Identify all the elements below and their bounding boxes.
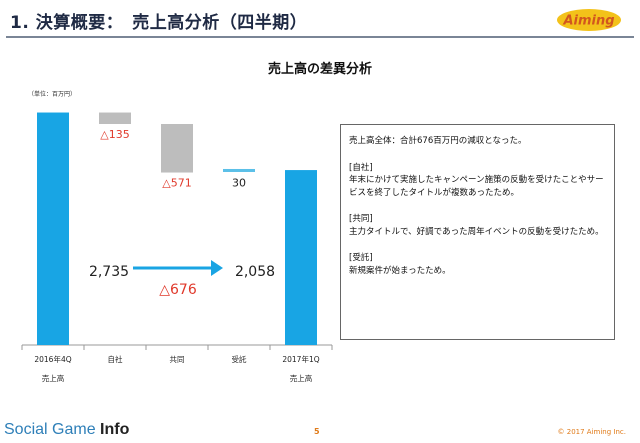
data-label: △135	[100, 128, 129, 141]
bars-group	[21, 112, 333, 350]
bar-total	[285, 170, 317, 345]
chart-title: 売上高の差異分析	[267, 62, 372, 77]
bar-decrease	[99, 112, 131, 124]
bar-increase	[223, 168, 255, 172]
section-own: [自社] 年末にかけて実施したキャンペーン施策の反動を受けたことやサービスを終了…	[349, 162, 606, 200]
section-joint-heading: [共同]	[349, 214, 373, 224]
page-number: 5	[314, 427, 320, 436]
data-label: 30	[232, 177, 246, 190]
section-joint-body: 主力タイトルで、好調であった周年イベントの反動を受けたため。	[349, 226, 604, 237]
logo-text: Aiming	[562, 14, 614, 29]
copyright: © 2017 Aiming Inc.	[557, 428, 626, 436]
data-label: 2,735	[89, 264, 129, 280]
change-annotation: △676	[159, 282, 197, 298]
x-tick-sublabel: 売上高	[290, 373, 313, 383]
aiming-logo: Aiming	[557, 9, 621, 31]
data-label: 2,058	[235, 264, 275, 280]
footer-brand-bold: Info	[100, 421, 130, 438]
section-own-heading: [自社]	[349, 162, 373, 173]
labels-group: 2,735 2016年4Q 売上高 △135 自社 △571 共同 30 受託 2,058 2017…	[34, 128, 319, 383]
page-title: 1. 決算概要： 売上高分析（四半期）	[10, 13, 308, 33]
x-tick-label: 2017年1Q	[282, 354, 319, 364]
explanation-box: 売上高全体：合計676百万円の減収となった。 [自社] 年末にかけて実施したキャ…	[340, 124, 615, 340]
data-label: △571	[162, 177, 191, 190]
bar-total	[37, 112, 69, 346]
header-divider	[6, 36, 634, 38]
change-arrow-head	[211, 260, 223, 276]
x-tick-label: 共同	[170, 355, 185, 364]
section-contract-body: 新規案件が始まったため。	[349, 265, 451, 276]
bar-decrease	[161, 124, 193, 173]
x-tick-label: 受託	[232, 354, 247, 364]
x-tick-label: 自社	[108, 354, 123, 364]
section-contract: [受託] 新規案件が始まったため。	[349, 252, 606, 277]
x-tick-sublabel: 売上高	[42, 373, 65, 383]
x-tick-label: 2016年4Q	[34, 354, 71, 364]
footer-brand: Social Game Info	[4, 421, 129, 439]
unit-label: （単位：百万円）	[28, 91, 77, 98]
section-contract-heading: [受託]	[349, 253, 373, 263]
footer-brand-light: Social Game	[4, 421, 101, 438]
section-joint: [共同] 主力タイトルで、好調であった周年イベントの反動を受けたため。	[349, 213, 606, 238]
summary-text: 売上高全体：合計676百万円の減収となった。	[349, 136, 527, 146]
section-own-body: 年末にかけて実施したキャンペーン施策の反動を受けたことやサービスを終了したタイト…	[349, 175, 604, 198]
